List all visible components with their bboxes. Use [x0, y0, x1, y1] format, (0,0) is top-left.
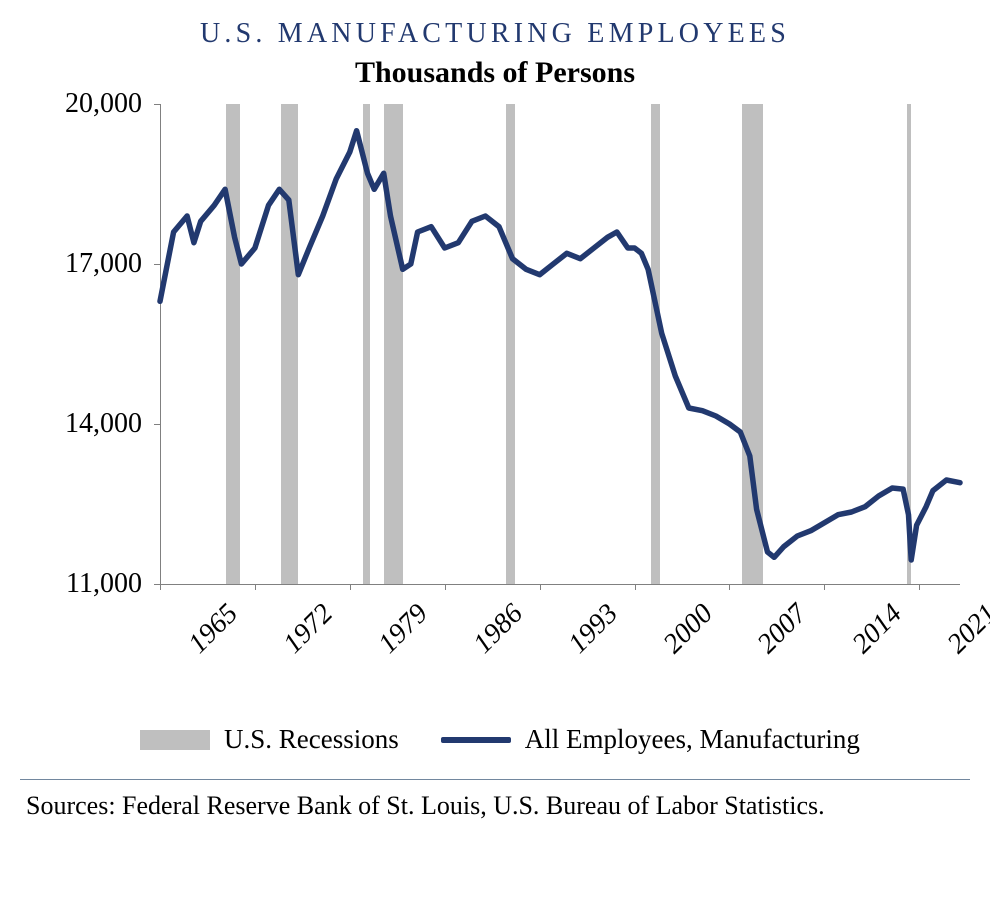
x-tick — [824, 584, 825, 590]
x-tick-label: 2014 — [847, 598, 909, 660]
chart-title: U.S. MANUFACTURING EMPLOYEES — [20, 10, 970, 50]
chart-container: U.S. MANUFACTURING EMPLOYEES Thousands o… — [0, 0, 990, 900]
x-tick — [729, 584, 730, 590]
x-tick-label: 2007 — [752, 598, 814, 660]
chart-subtitle: Thousands of Persons — [20, 56, 970, 90]
x-tick — [635, 584, 636, 590]
x-tick-label: 2000 — [657, 598, 719, 660]
chart-area: 11,00014,00017,00020,0001965197219791986… — [20, 104, 970, 664]
divider-rule — [20, 779, 970, 780]
legend-series-swatch — [441, 737, 511, 743]
x-tick-label: 1972 — [277, 598, 339, 660]
sources-text: Sources: Federal Reserve Bank of St. Lou… — [20, 788, 970, 823]
x-tick — [919, 584, 920, 590]
x-tick-label: 1979 — [372, 598, 434, 660]
x-tick-label: 1986 — [467, 598, 529, 660]
y-tick-label: 14,000 — [20, 408, 142, 440]
x-tick — [540, 584, 541, 590]
x-tick — [255, 584, 256, 590]
y-tick-label: 20,000 — [20, 88, 142, 120]
legend: U.S. Recessions All Employees, Manufactu… — [20, 724, 970, 769]
x-tick-label: 2021 — [942, 598, 990, 660]
x-tick — [350, 584, 351, 590]
y-tick-label: 11,000 — [20, 568, 142, 600]
legend-recession-label: U.S. Recessions — [224, 724, 399, 755]
legend-series-label: All Employees, Manufacturing — [525, 724, 860, 755]
x-tick — [160, 584, 161, 590]
x-axis — [160, 584, 960, 585]
x-tick-label: 1965 — [182, 598, 244, 660]
x-tick-label: 1993 — [562, 598, 624, 660]
manufacturing-employees-line — [160, 131, 960, 560]
legend-recession-swatch — [140, 730, 210, 750]
series-svg — [160, 104, 960, 584]
y-tick-label: 17,000 — [20, 248, 142, 280]
x-tick — [445, 584, 446, 590]
